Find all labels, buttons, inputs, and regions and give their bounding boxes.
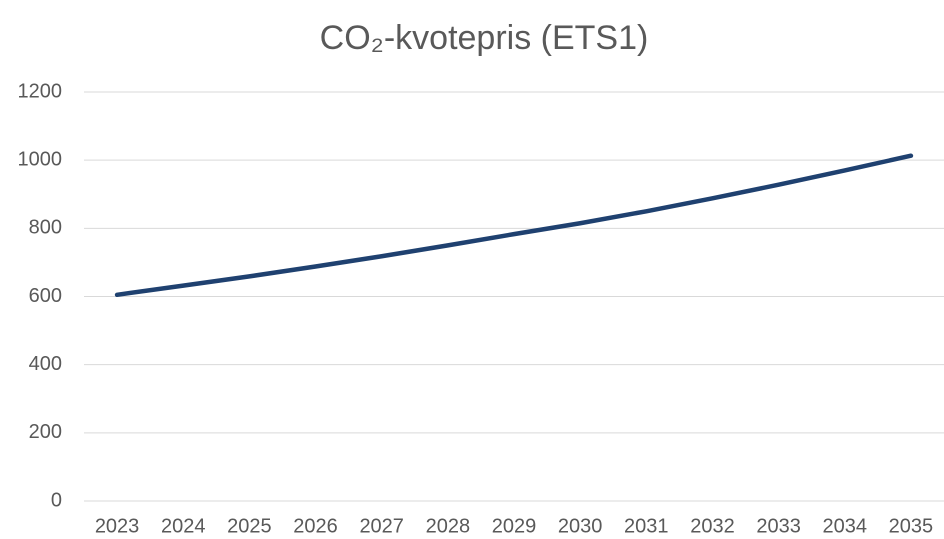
x-tick-label: 2023 [95, 515, 140, 537]
y-tick-label: 0 [51, 489, 62, 511]
y-tick-label: 200 [29, 421, 62, 443]
x-tick-label: 2028 [426, 515, 471, 537]
y-tick-label: 800 [29, 217, 62, 239]
y-tick-label: 400 [29, 353, 62, 375]
x-tick-label: 2027 [359, 515, 404, 537]
x-tick-label: 2033 [756, 515, 801, 537]
x-tick-label: 2025 [227, 515, 272, 537]
x-tick-label: 2035 [889, 515, 934, 537]
y-tick-label: 1200 [18, 80, 63, 102]
x-tick-label: 2029 [492, 515, 537, 537]
x-tick-label: 2024 [161, 515, 206, 537]
chart-title: CO₂-kvotepris (ETS1) [320, 19, 649, 57]
x-tick-label: 2026 [293, 515, 338, 537]
x-tick-label: 2034 [823, 515, 868, 537]
y-tick-label: 600 [29, 285, 62, 307]
x-tick-label: 2031 [624, 515, 669, 537]
y-tick-label: 1000 [18, 148, 63, 170]
x-tick-label: 2030 [558, 515, 603, 537]
line-series [114, 153, 914, 298]
x-tick-label: 2032 [690, 515, 735, 537]
